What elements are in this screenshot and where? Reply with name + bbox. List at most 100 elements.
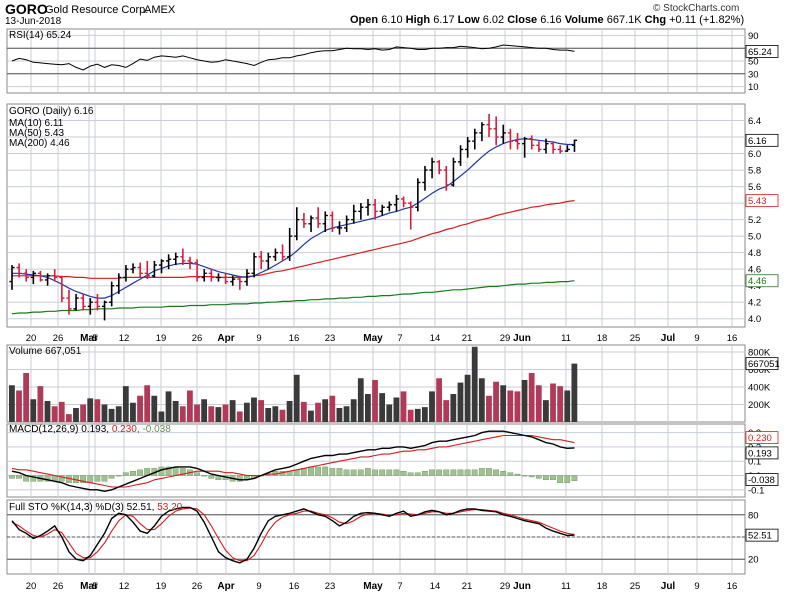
price-tick-label-7: 5.0 xyxy=(748,232,761,243)
macd-hist-bar-5 xyxy=(44,475,51,482)
close-label: Close xyxy=(507,14,538,26)
ohlc-bar-24 xyxy=(180,248,186,266)
volume-bar-70 xyxy=(507,390,514,422)
ohlc-bar-4 xyxy=(37,270,44,282)
ohlc-bar-21 xyxy=(158,259,165,274)
macd-hist-bar-63 xyxy=(457,469,464,476)
ohlc-bar-3 xyxy=(30,270,36,285)
macd-hist-bar-75 xyxy=(543,475,549,481)
ohlc-bar-57 xyxy=(415,178,421,212)
chg-label: Chg xyxy=(644,14,667,26)
macd-tick-label-4: -0.1 xyxy=(748,485,764,496)
ohlc-bar-28 xyxy=(208,269,214,282)
rsi-last-tag-box xyxy=(745,45,779,58)
ma10-legend: MA(10) 6.11 xyxy=(9,118,64,129)
ohlc-bar-70 xyxy=(507,128,513,150)
volume-bar-31 xyxy=(229,400,236,422)
volume-bar-36 xyxy=(265,408,272,422)
volume-bar-3 xyxy=(30,399,37,422)
bottom-xaxis-tick-8: 9 xyxy=(256,581,261,592)
macd-legend-hist: -0.038 xyxy=(142,424,171,435)
macd-hist-bar-50 xyxy=(365,468,371,476)
ma50-line xyxy=(12,200,575,279)
macd-hist-bar-55 xyxy=(400,471,407,476)
price-legend: GORO (Daily) 6.16 xyxy=(9,106,94,117)
high-value: 6.17 xyxy=(433,14,455,26)
price-xaxis-tick-21: 9 xyxy=(694,333,699,344)
ohlc-bar-41 xyxy=(301,213,307,228)
chart-header: GORO Gold Resource Corp. AMEX 13-Jun-201… xyxy=(0,0,786,28)
macd-hist-bar-0 xyxy=(8,475,15,479)
macd-legend-signal: 0.230, xyxy=(112,424,143,435)
volume-bar-42 xyxy=(308,410,314,422)
ohlc-bar-58 xyxy=(422,165,428,191)
ohlc-bar-19 xyxy=(144,260,150,280)
ohlc-bar-61 xyxy=(443,165,449,191)
macd-signal-line xyxy=(11,434,575,488)
ohlc-bar-15 xyxy=(116,273,122,294)
macd-hist-bar-53 xyxy=(386,469,393,476)
ohlc-bar-79 xyxy=(571,139,578,152)
ohlc-bar-33 xyxy=(244,269,250,286)
volume-bar-7 xyxy=(58,401,65,422)
volume-tick-label-1: 600K xyxy=(748,365,771,376)
price-tick-label-2: 6.0 xyxy=(748,149,761,160)
volume-bar-76 xyxy=(550,383,556,422)
bottom-xaxis-tick-9: 16 xyxy=(289,581,300,592)
volume-bar-78 xyxy=(564,390,571,422)
price-xaxis-tick-15: 29 xyxy=(500,333,511,344)
macd-hist-bar-69 xyxy=(500,471,507,476)
ohlc-bar-13 xyxy=(101,300,108,321)
volume-bar-63 xyxy=(457,382,464,422)
ohlc-bar-53 xyxy=(386,201,392,212)
low-value: 6.02 xyxy=(482,14,505,26)
macd-tag-box xyxy=(745,446,779,460)
bottom-xaxis-tick-0: 20 xyxy=(26,581,37,592)
macd-hist-bar-32 xyxy=(236,475,243,482)
macd-hist-bar-71 xyxy=(514,473,521,476)
price-xaxis-tick-20: Jul xyxy=(661,333,676,344)
price-xaxis-tick-5: 19 xyxy=(156,333,167,344)
macd-hist-bar-42 xyxy=(308,466,314,476)
ma50-tag: 5.43 xyxy=(748,196,767,207)
volume-bar-8 xyxy=(65,414,72,422)
volume-bar-32 xyxy=(236,411,243,422)
volume-bar-22 xyxy=(165,391,172,422)
volume-bar-45 xyxy=(329,395,336,422)
ma200-tag-box xyxy=(745,274,779,288)
ohlc-bar-18 xyxy=(137,262,143,278)
volume-bar-37 xyxy=(272,406,279,422)
macd-hist-bar-60 xyxy=(436,469,442,476)
chg-value: +0.11 (+1.82%) xyxy=(669,14,745,26)
rsi-line xyxy=(11,44,575,71)
macd-hist-bar-27 xyxy=(201,475,208,477)
volume-bar-44 xyxy=(322,399,329,422)
macd-hist-bar-77 xyxy=(557,475,564,483)
price-xaxis-tick-22: 16 xyxy=(727,333,738,344)
volume-bar-51 xyxy=(372,380,378,422)
volume-bar-47 xyxy=(343,406,350,422)
sto-legend-d: 53.20 xyxy=(157,502,182,513)
macd-hist-bar-15 xyxy=(115,475,122,477)
low-label: Low xyxy=(457,14,480,26)
macd-hist-bar-46 xyxy=(336,468,343,476)
bottom-xaxis-tick-11: May xyxy=(363,581,383,592)
volume-legend: Volume 667,051 xyxy=(9,346,82,357)
ohlc-bar-42 xyxy=(308,215,314,233)
ohlc-bar-67 xyxy=(486,113,492,138)
brand-watermark: © StockCharts.com xyxy=(653,3,740,14)
volume-bar-0 xyxy=(9,385,15,422)
volume-bar-60 xyxy=(436,378,442,422)
volume-bar-12 xyxy=(94,399,101,422)
volume-bar-25 xyxy=(187,390,193,422)
volume-bar-14 xyxy=(108,408,115,422)
volume-bar-53 xyxy=(386,404,393,422)
macd-hist-bar-51 xyxy=(372,469,378,476)
volume-bar-69 xyxy=(500,385,507,422)
macd-hist-bar-52 xyxy=(379,469,386,476)
volume-bar-59 xyxy=(429,391,435,422)
price-xaxis-tick-12: 7 xyxy=(397,333,402,344)
chart-date: 13-Jun-2018 xyxy=(5,16,62,27)
high-label: High xyxy=(405,14,431,26)
macd-panel xyxy=(6,423,746,498)
